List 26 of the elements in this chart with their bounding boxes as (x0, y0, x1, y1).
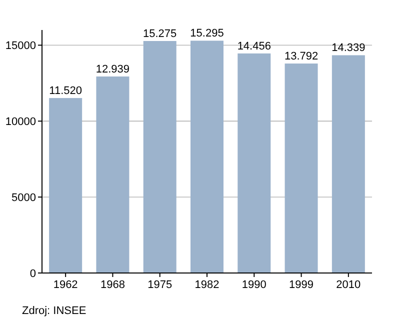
bar (49, 98, 82, 273)
x-tick-label: 1999 (289, 279, 314, 291)
data-label: 13.792 (284, 50, 318, 63)
data-label: 15.275 (143, 28, 177, 40)
data-label: 14.339 (332, 42, 366, 54)
y-tick-label: 0 (30, 268, 36, 280)
y-tick-label: 5000 (12, 192, 36, 204)
x-tick-label: 1990 (242, 279, 266, 291)
bar (284, 64, 318, 273)
text: Zdroj: INSEE (22, 305, 86, 317)
bar (143, 41, 176, 273)
x-tick-label: 1968 (100, 279, 125, 291)
x-tick-label: 2010 (336, 279, 361, 291)
data-label: 14.456 (237, 40, 271, 52)
bar (96, 76, 130, 273)
x-tick-label: 1975 (148, 279, 172, 291)
data-label: 12.939 (96, 63, 130, 76)
data-label: 11.520 (49, 85, 82, 98)
bar (190, 40, 224, 273)
bar (238, 53, 271, 273)
data-label: 15.295 (190, 28, 224, 40)
y-tick-label: 15000 (5, 40, 36, 52)
bar (332, 55, 365, 273)
x-tick-label: 1962 (53, 279, 78, 291)
x-tick-label: 1982 (194, 279, 220, 291)
y-tick-label: 10000 (5, 116, 36, 128)
